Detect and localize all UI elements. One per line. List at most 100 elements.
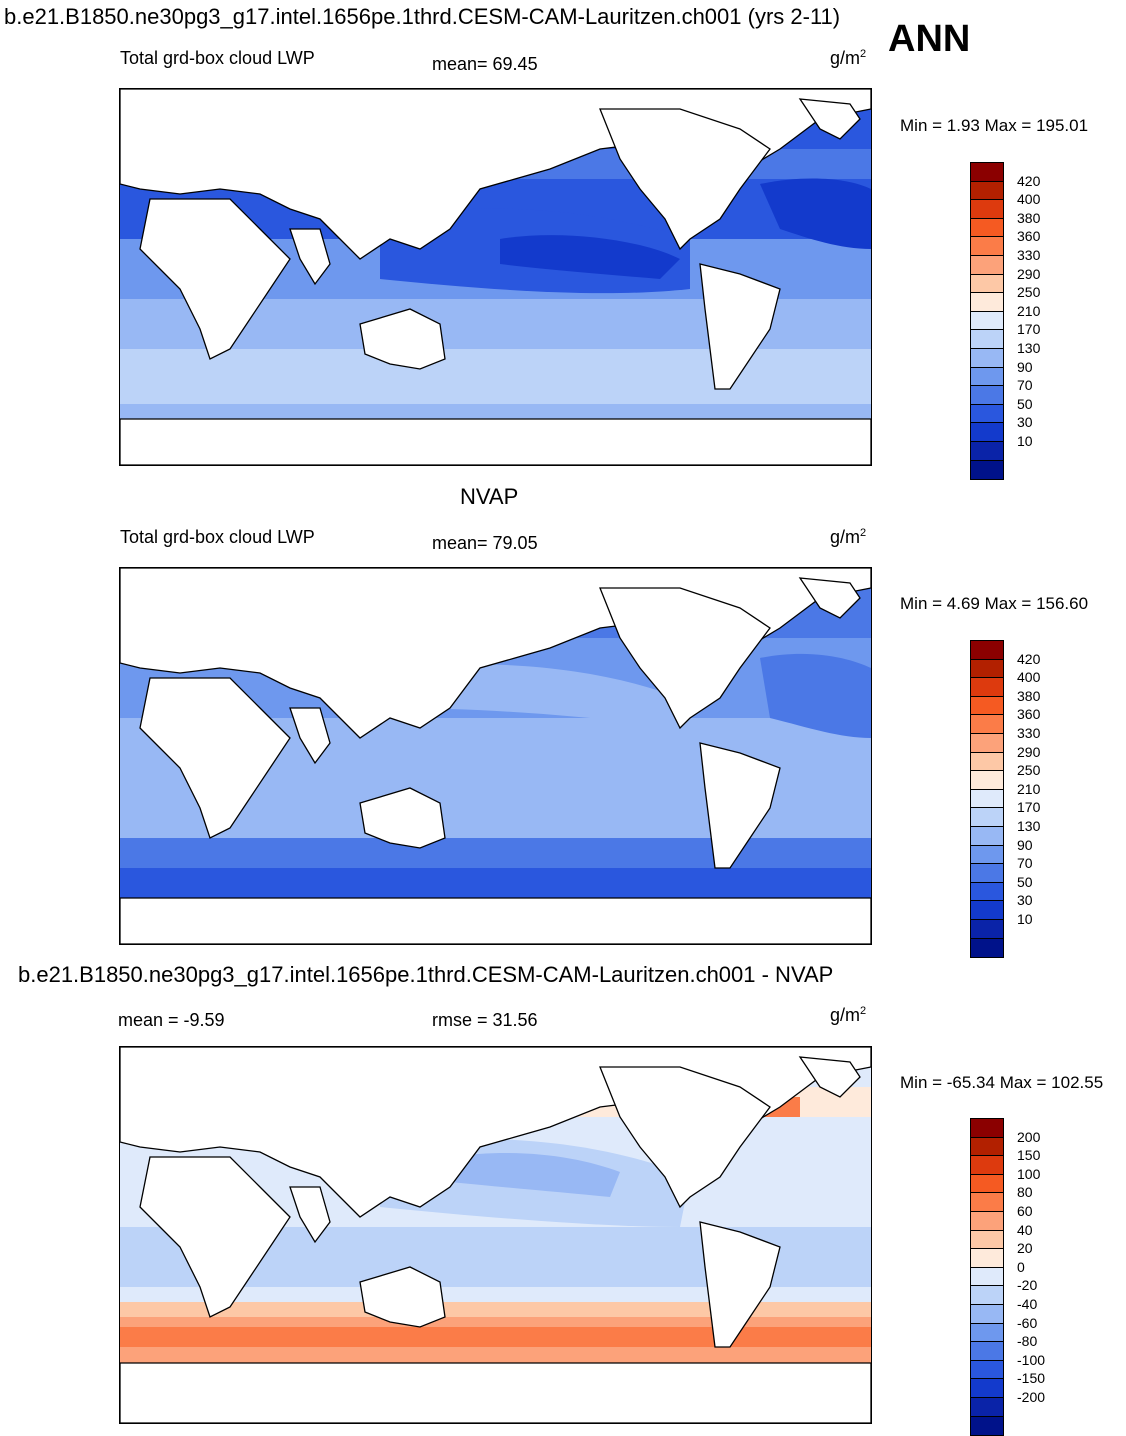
colorbar-swatch [971, 659, 1003, 679]
colorbar-swatch [971, 696, 1003, 716]
colorbar-swatch [971, 826, 1003, 846]
colorbar-tick-label: 20 [1017, 1240, 1033, 1257]
colorbar-swatch [971, 641, 1003, 660]
colorbar-tick-label: 330 [1017, 725, 1041, 741]
colorbar-tick-label: 210 [1017, 780, 1041, 797]
colorbar-swatch [971, 1249, 1003, 1268]
colorbar-swatch [971, 715, 1003, 734]
page-title: b.e21.B1850.ne30pg3_g17.intel.1656pe.1th… [4, 4, 841, 29]
season-label: ANN [888, 18, 971, 60]
colorbar-swatch [971, 1267, 1003, 1287]
colorbar-swatch [971, 1119, 1003, 1138]
panel3-mean: mean = -9.59 [118, 1010, 225, 1030]
colorbar-swatch [971, 1397, 1003, 1417]
panel2-caption: NVAP [460, 484, 519, 509]
colorbar-tick-label: 30 [1017, 414, 1033, 431]
colorbar-tick-label: 80 [1017, 1184, 1033, 1201]
colorbar-swatch [971, 274, 1003, 294]
panel2-map [119, 567, 872, 945]
colorbar-swatch [971, 1286, 1003, 1305]
colorbar-swatch [971, 845, 1003, 865]
colorbar-swatch [971, 460, 1003, 480]
colorbar-tick-label: 50 [1017, 395, 1033, 412]
colorbar-swatch [971, 808, 1003, 827]
colorbar-swatch [971, 441, 1003, 461]
panel3-units: g/m2 [830, 1005, 867, 1025]
colorbar-swatch [971, 1156, 1003, 1175]
panel2-variable: Total grd-box cloud LWP [120, 527, 315, 547]
colorbar-swatch [971, 1211, 1003, 1231]
colorbar-tick-label: -20 [1017, 1277, 1038, 1294]
colorbar-tick-label: -80 [1017, 1333, 1038, 1350]
colorbar-swatch [971, 1360, 1003, 1380]
colorbar-swatch [971, 938, 1003, 958]
panel3-minmax: Min = -65.34 Max = 102.55 [900, 1073, 1104, 1092]
colorbar-swatch [971, 404, 1003, 424]
colorbar-tick-label: 170 [1017, 321, 1041, 338]
colorbar-swatch [971, 733, 1003, 753]
panel2-colorbar [970, 640, 1004, 959]
colorbar-tick-label: 400 [1017, 191, 1041, 208]
colorbar-tick-label: -200 [1017, 1389, 1046, 1405]
colorbar-swatch [971, 1323, 1003, 1343]
panel2-units: g/m2 [830, 527, 867, 547]
coastlines [120, 568, 871, 944]
colorbar-swatch [971, 293, 1003, 312]
colorbar-tick-label: 380 [1017, 209, 1041, 226]
colorbar-swatch [971, 311, 1003, 331]
colorbar-swatch [971, 200, 1003, 219]
colorbar-tick-label: 330 [1017, 247, 1041, 263]
colorbar-swatch [971, 882, 1003, 902]
colorbar-swatch [971, 789, 1003, 809]
panel3-rmse: rmse = 31.56 [432, 1010, 538, 1030]
colorbar-swatch [971, 864, 1003, 883]
colorbar-tick-label: -60 [1017, 1314, 1038, 1331]
colorbar-swatch [971, 1230, 1003, 1250]
colorbar-swatch [971, 919, 1003, 939]
coastlines [120, 89, 871, 465]
colorbar-swatch [971, 255, 1003, 275]
colorbar-swatch [971, 218, 1003, 238]
colorbar-tick-label: 10 [1017, 911, 1033, 927]
colorbar-swatch [971, 1137, 1003, 1157]
colorbar-tick-label: 250 [1017, 762, 1041, 779]
panel2-minmax: Min = 4.69 Max = 156.60 [900, 594, 1089, 613]
panel3-caption: b.e21.B1850.ne30pg3_g17.intel.1656pe.1th… [18, 962, 834, 987]
panel3-colorbar [970, 1118, 1004, 1436]
colorbar-tick-label: 250 [1017, 284, 1041, 301]
colorbar-swatch [971, 163, 1003, 182]
panel1-map [119, 88, 872, 466]
colorbar-tick-label: 60 [1017, 1203, 1033, 1219]
colorbar-swatch [971, 901, 1003, 920]
colorbar-swatch [971, 1174, 1003, 1194]
colorbar-tick-label: 10 [1017, 433, 1033, 449]
colorbar-tick-label: 90 [1017, 358, 1033, 375]
panel1-minmax: Min = 1.93 Max = 195.01 [900, 116, 1089, 135]
colorbar-tick-label: 90 [1017, 836, 1033, 853]
panel1-variable: Total grd-box cloud LWP [120, 48, 315, 68]
colorbar-swatch [971, 678, 1003, 697]
colorbar-tick-label: 360 [1017, 706, 1041, 723]
colorbar-swatch [971, 1342, 1003, 1361]
colorbar-tick-label: 70 [1017, 855, 1033, 872]
colorbar-swatch [971, 237, 1003, 256]
colorbar-tick-label: 40 [1017, 1221, 1033, 1238]
colorbar-swatch [971, 771, 1003, 790]
colorbar-tick-label: 50 [1017, 873, 1033, 890]
panel1-units: g/m2 [830, 48, 867, 68]
colorbar-swatch [971, 1193, 1003, 1212]
coastlines [120, 1047, 871, 1423]
colorbar-swatch [971, 752, 1003, 772]
colorbar-tick-label: 100 [1017, 1165, 1041, 1182]
colorbar-tick-label: -40 [1017, 1296, 1038, 1312]
colorbar-swatch [971, 1304, 1003, 1324]
panel1-colorbar [970, 162, 1004, 481]
colorbar-tick-label: 170 [1017, 799, 1041, 816]
colorbar-tick-label: 420 [1017, 650, 1041, 667]
colorbar-tick-label: 0 [1017, 1258, 1025, 1275]
colorbar-tick-label: 30 [1017, 892, 1033, 909]
colorbar-swatch [971, 330, 1003, 349]
colorbar-tick-label: 200 [1017, 1128, 1041, 1145]
colorbar-tick-label: 290 [1017, 743, 1041, 760]
colorbar-tick-label: -150 [1017, 1370, 1046, 1387]
